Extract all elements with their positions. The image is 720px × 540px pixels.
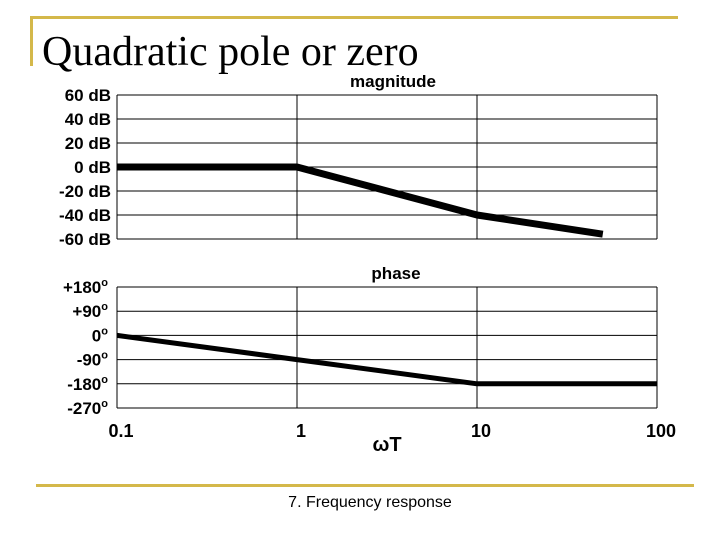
phase-ytick-label: +180o — [63, 277, 108, 297]
phase-ytick-degree: o — [101, 277, 108, 289]
mag-ytick-label: -60 dB — [59, 230, 111, 249]
mag-ytick-label: 40 dB — [65, 110, 111, 129]
mag-ytick-label: 60 dB — [65, 86, 111, 105]
x-tick-label: 1 — [296, 421, 306, 441]
phase-ytick-label: -90o — [77, 350, 109, 370]
phase-panel-title: phase — [371, 264, 420, 283]
slide-title: Quadratic pole or zero — [42, 29, 419, 75]
mag-ytick-label: 20 dB — [65, 134, 111, 153]
mag-panel-title: magnitude — [350, 72, 436, 91]
phase-ytick-value: -270 — [67, 399, 101, 418]
phase-ytick-degree: o — [101, 398, 108, 410]
phase-ytick-degree: o — [101, 301, 108, 313]
top-rule — [30, 16, 678, 19]
phase-ytick-degree: o — [101, 350, 108, 362]
x-axis-label: ωT — [372, 434, 401, 456]
phase-ytick-value: 0 — [92, 326, 101, 345]
phase-ytick-value: -180 — [67, 375, 101, 394]
x-tick-label: 0.1 — [108, 421, 133, 441]
x-tick-label: 10 — [471, 421, 491, 441]
mag-series-line-0 — [117, 163, 604, 238]
phase-ytick-degree: o — [101, 325, 108, 337]
phase-ytick-value: -90 — [77, 351, 102, 370]
phase-ytick-label: +90o — [72, 301, 108, 321]
phase-ytick-value: +90 — [72, 302, 101, 321]
phase-ytick-degree: o — [101, 374, 108, 386]
x-tick-label: 100 — [646, 421, 676, 441]
slide-footer: 7. Frequency response — [288, 494, 452, 511]
mag-ytick-label: -40 dB — [59, 206, 111, 225]
mag-ytick-label: 0 dB — [74, 158, 111, 177]
phase-ytick-value: +180 — [63, 278, 101, 297]
phase-ytick-label: 0o — [92, 325, 108, 345]
mag-ytick-label: -20 dB — [59, 182, 111, 201]
left-rule — [30, 16, 33, 66]
phase-series-line-0 — [116, 332, 657, 387]
phase-ytick-label: -270o — [67, 398, 108, 418]
bottom-rule — [36, 484, 694, 487]
phase-ytick-label: -180o — [67, 374, 108, 394]
